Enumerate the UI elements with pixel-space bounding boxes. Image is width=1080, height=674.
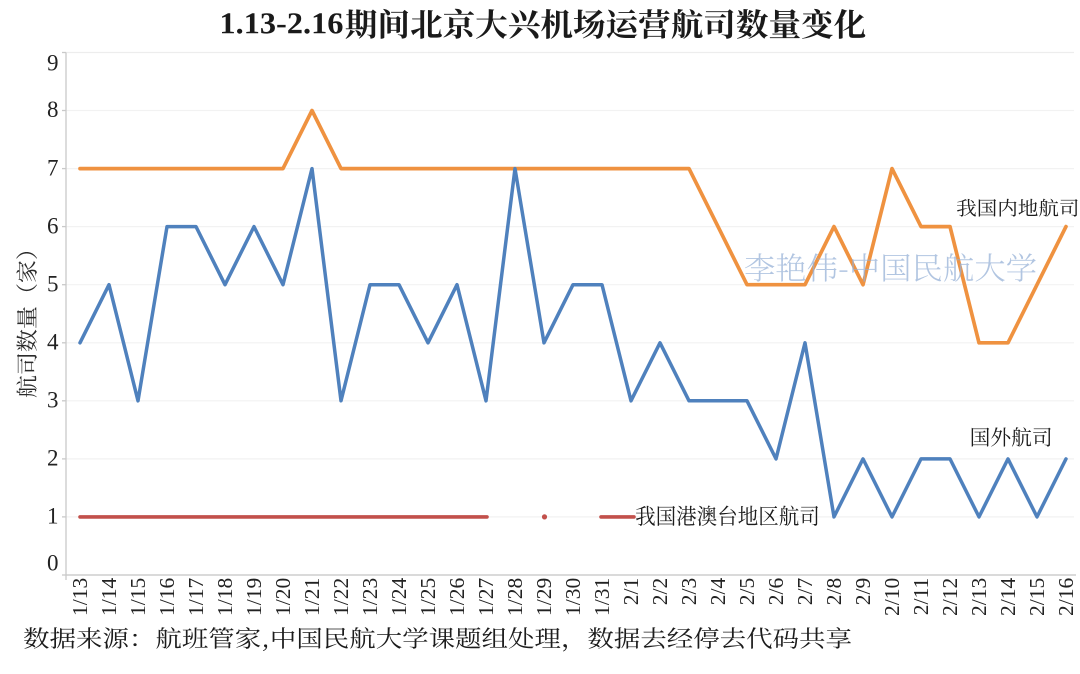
svg-text:1/26: 1/26 [445,578,469,616]
svg-text:7: 7 [47,155,59,180]
svg-text:1/27: 1/27 [474,578,498,616]
svg-text:2/8: 2/8 [822,578,846,605]
svg-text:2/2: 2/2 [648,578,672,605]
svg-text:2/10: 2/10 [880,578,904,616]
svg-text:2/15: 2/15 [1025,578,1049,616]
svg-text:2/16: 2/16 [1054,578,1078,616]
svg-text:2/5: 2/5 [735,578,759,605]
svg-text:5: 5 [47,271,59,296]
svg-text:2/7: 2/7 [793,578,817,606]
svg-text:2/12: 2/12 [938,578,962,616]
svg-text:1: 1 [47,504,59,529]
svg-text:2/4: 2/4 [706,578,730,606]
svg-text:1/20: 1/20 [271,578,295,616]
svg-text:2/14: 2/14 [996,578,1020,616]
svg-text:3: 3 [47,388,59,413]
svg-text:1/13: 1/13 [68,578,92,616]
svg-text:1/15: 1/15 [126,578,150,616]
svg-text:1/14: 1/14 [97,578,121,616]
svg-text:8: 8 [47,97,59,122]
svg-text:2/3: 2/3 [677,578,701,605]
svg-text:2/9: 2/9 [851,578,875,605]
svg-text:1/30: 1/30 [561,578,585,616]
svg-text:1/31: 1/31 [590,578,614,616]
svg-text:1/21: 1/21 [300,578,324,616]
svg-text:1/19: 1/19 [242,578,266,616]
svg-text:9: 9 [47,51,59,76]
svg-text:1/16: 1/16 [155,578,179,616]
svg-text:1/18: 1/18 [213,578,237,616]
svg-text:1/24: 1/24 [387,578,411,616]
svg-text:2/11: 2/11 [909,578,933,615]
svg-text:2/6: 2/6 [764,578,788,606]
svg-text:2: 2 [47,446,59,471]
svg-text:1/28: 1/28 [503,578,527,616]
svg-text:1/29: 1/29 [532,578,556,616]
svg-text:1/22: 1/22 [329,578,353,616]
svg-text:0: 0 [47,551,59,576]
svg-text:2/13: 2/13 [967,578,991,616]
svg-text:1/25: 1/25 [416,578,440,616]
svg-text:1/23: 1/23 [358,578,382,616]
svg-text:1/17: 1/17 [184,578,208,616]
svg-text:4: 4 [47,330,59,355]
svg-text:2/1: 2/1 [619,578,643,605]
svg-text:6: 6 [47,213,59,238]
